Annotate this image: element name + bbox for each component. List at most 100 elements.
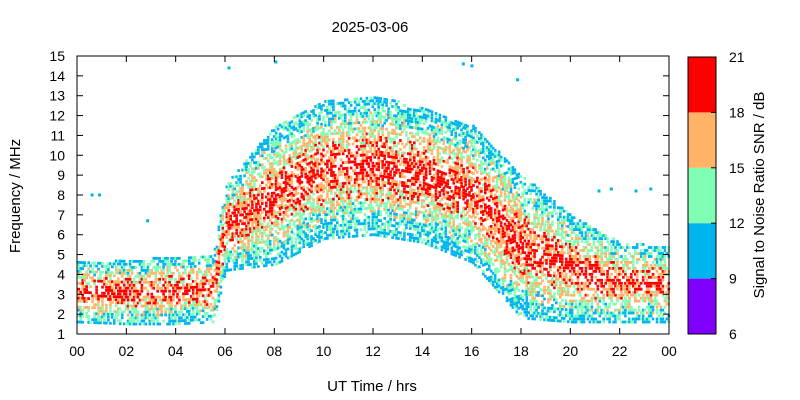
heatmap-cell <box>339 101 343 105</box>
heatmap-cell <box>373 212 377 216</box>
heatmap-cell <box>430 128 434 132</box>
heatmap-cell <box>140 286 144 290</box>
heatmap-cell <box>288 154 292 157</box>
heatmap-cell <box>375 102 379 106</box>
heatmap-cell <box>363 222 367 225</box>
heatmap-cell <box>332 179 335 183</box>
heatmap-cell <box>497 239 501 243</box>
heatmap-cell <box>387 175 390 179</box>
heatmap-cell <box>474 150 477 154</box>
heatmap-cell <box>365 171 369 175</box>
heatmap-cell <box>300 237 304 241</box>
heatmap-cell <box>140 266 144 269</box>
heatmap-cell <box>126 313 130 317</box>
heatmap-cell <box>172 289 175 293</box>
heatmap-cell <box>316 121 319 125</box>
heatmap-cell <box>474 225 477 228</box>
heatmap-cell <box>493 229 497 233</box>
heatmap-cell <box>326 234 329 237</box>
heatmap-cell <box>300 124 304 127</box>
heatmap-cell <box>180 286 183 290</box>
heatmap-cell <box>332 108 335 112</box>
heatmap-cell <box>339 224 343 227</box>
heatmap-cell <box>422 211 426 215</box>
heatmap-cell <box>389 110 392 114</box>
heatmap-cell <box>308 164 311 168</box>
heatmap-cell <box>308 129 311 132</box>
heatmap-cell <box>312 240 315 243</box>
heatmap-cell <box>375 233 379 237</box>
heatmap-cell <box>414 123 418 127</box>
heatmap-cell <box>280 200 284 203</box>
heatmap-cell <box>379 118 382 121</box>
heatmap-cell <box>126 286 130 290</box>
heatmap-cell <box>357 130 361 133</box>
heatmap-cell <box>298 152 302 155</box>
heatmap-cell <box>265 177 268 181</box>
heatmap-cell <box>401 208 404 211</box>
heatmap-cell <box>497 227 501 231</box>
heatmap-cell <box>377 186 380 190</box>
heatmap-cell <box>365 99 369 103</box>
heatmap-cell <box>491 283 495 287</box>
heatmap-cell <box>487 196 491 199</box>
heatmap-cell <box>203 258 207 262</box>
heatmap-cell <box>261 175 264 179</box>
heatmap-cell <box>391 99 394 102</box>
heatmap-cell <box>286 205 290 209</box>
heatmap-cell <box>324 132 327 136</box>
heatmap-cell <box>436 163 440 167</box>
heatmap-cell <box>294 213 298 217</box>
heatmap-cell <box>93 273 96 277</box>
heatmap-cell <box>397 120 400 124</box>
heatmap-cell <box>172 292 175 296</box>
heatmap-cell <box>320 140 323 144</box>
heatmap-cell <box>474 251 477 255</box>
heatmap-cell <box>310 133 313 137</box>
heatmap-cell <box>359 142 363 145</box>
heatmap-cell <box>491 221 495 225</box>
heatmap-cell <box>381 133 384 137</box>
heatmap-cell <box>493 184 497 188</box>
heatmap-cell <box>164 274 167 278</box>
heatmap-cell <box>478 205 481 209</box>
heatmap-cell <box>393 170 396 174</box>
heatmap-cell <box>371 188 375 192</box>
heatmap-cell <box>117 307 120 311</box>
heatmap-cell <box>432 218 436 222</box>
heatmap-cell <box>503 240 507 244</box>
heatmap-cell <box>472 258 475 262</box>
heatmap-cell <box>491 167 495 171</box>
heatmap-cell <box>225 215 229 219</box>
heatmap-cell <box>365 221 369 225</box>
heatmap-cell <box>454 227 457 231</box>
heatmap-cell <box>176 280 179 284</box>
heatmap-cell <box>338 102 341 105</box>
heatmap-cell <box>302 224 306 228</box>
heatmap-cell <box>152 322 156 326</box>
heatmap-cell <box>278 195 282 198</box>
heatmap-cell <box>383 184 386 187</box>
heatmap-cell <box>491 233 495 236</box>
heatmap-cell <box>79 299 83 303</box>
heatmap-cell <box>272 209 276 213</box>
heatmap-cell <box>377 159 380 163</box>
heatmap-cell <box>365 174 369 177</box>
heatmap-cell <box>314 158 317 162</box>
heatmap-cell <box>503 195 507 199</box>
heatmap-cell <box>403 104 406 107</box>
heatmap-cell <box>456 159 459 163</box>
heatmap-cell <box>245 233 248 237</box>
heatmap-cell <box>213 253 217 257</box>
heatmap-cell <box>188 321 191 325</box>
heatmap-cell <box>97 267 100 271</box>
heatmap-cell <box>95 288 98 292</box>
heatmap-cell <box>274 256 278 260</box>
heatmap-cell <box>83 288 86 291</box>
heatmap-cell <box>288 237 292 241</box>
heatmap-cell <box>480 258 483 262</box>
heatmap-cell <box>136 301 140 305</box>
heatmap-cell <box>223 269 227 272</box>
heatmap-cell <box>115 280 118 284</box>
heatmap-cell <box>491 277 495 281</box>
